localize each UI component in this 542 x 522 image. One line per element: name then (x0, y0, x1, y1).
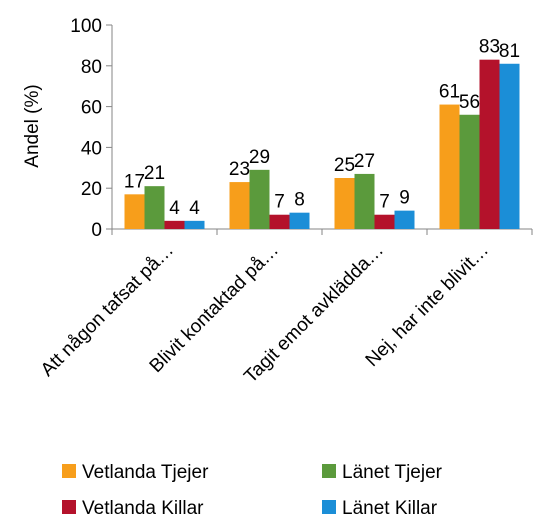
data-label: 61 (439, 82, 460, 103)
bar (229, 182, 250, 229)
bar (184, 220, 205, 229)
bar (499, 63, 520, 230)
data-label: 56 (459, 92, 480, 113)
bar (479, 59, 500, 230)
legend-label: Vetlanda Tjejer (82, 462, 209, 483)
bar (269, 214, 290, 229)
legend-swatch (322, 500, 336, 514)
y-tick-label: 20 (81, 179, 102, 200)
legend: Vetlanda Tjejer Länet Tjejer Vetlanda Kill… (62, 462, 443, 519)
legend-label: Länet Tjejer (342, 462, 443, 483)
data-label: 27 (354, 151, 375, 172)
data-label: 9 (399, 188, 410, 209)
legend-swatch (62, 500, 76, 514)
bar (394, 210, 415, 229)
data-label: 81 (499, 41, 520, 62)
data-label: 25 (334, 155, 355, 176)
bar (164, 220, 185, 229)
legend-label: Länet Killar (342, 498, 438, 519)
bar (124, 194, 145, 229)
data-label: 21 (144, 163, 165, 184)
y-axis-label: Andel (%) (22, 84, 43, 167)
legend-label: Vetlanda Killar (82, 498, 204, 519)
data-label: 4 (189, 198, 200, 219)
y-tick-label: 40 (81, 138, 102, 159)
data-label: 23 (229, 159, 250, 180)
y-tick-label: 100 (70, 16, 102, 37)
data-label: 17 (124, 171, 145, 192)
bar (439, 104, 460, 229)
y-tick-label: 60 (81, 98, 102, 119)
bar (289, 212, 310, 229)
data-label: 7 (379, 192, 390, 213)
bar (374, 214, 395, 229)
data-label: 4 (169, 198, 180, 219)
data-label: 7 (274, 192, 285, 213)
bar (334, 178, 355, 229)
data-label: 29 (249, 147, 270, 168)
data-label: 8 (294, 190, 305, 211)
bar (354, 173, 375, 229)
legend-swatch (62, 464, 76, 478)
bar (249, 169, 270, 229)
y-tick-label: 0 (91, 220, 102, 241)
y-tick-label: 80 (81, 57, 102, 78)
bar (144, 186, 165, 229)
data-label: 83 (479, 37, 500, 58)
bar (459, 114, 480, 229)
legend-swatch (322, 464, 336, 478)
